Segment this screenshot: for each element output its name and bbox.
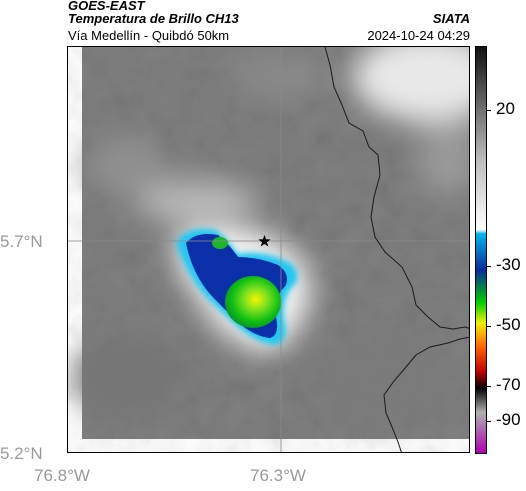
colorbar-tick <box>487 386 491 387</box>
admin-border <box>324 47 469 330</box>
agency-label: SIATA <box>432 11 470 26</box>
colorbar-tick <box>487 326 491 327</box>
colorbar-label: -30 <box>496 255 521 274</box>
colorbar-tick <box>487 110 491 111</box>
colorbar-label: -90 <box>496 410 521 429</box>
colorbar-label: -70 <box>496 375 521 394</box>
lon-tick-label: 76.3°W <box>250 466 306 485</box>
lon-tick-label: 76.8°W <box>34 466 90 485</box>
lat-tick-label: 5.2°N <box>0 444 43 463</box>
satellite-map <box>67 46 470 453</box>
cloud-bright-areas <box>73 47 469 422</box>
storm-coldest-cell <box>225 276 281 328</box>
colorbar-label: -50 <box>496 315 521 334</box>
satellite-title: GOES-EAST <box>68 0 145 13</box>
colorbar-tick <box>487 421 491 422</box>
map-canvas <box>68 47 469 452</box>
storm-small-cell <box>212 237 228 249</box>
region-subtitle: Vía Medellín - Quibdó 50km <box>68 28 230 43</box>
timestamp-label: 2024-10-24 04:29 <box>367 28 470 43</box>
product-title: Temperatura de Brillo CH13 <box>68 11 239 26</box>
colorbar-label: 20 <box>496 99 515 118</box>
lat-tick-label: 5.7°N <box>0 232 43 251</box>
admin-border-south <box>383 336 469 452</box>
colorbar-tick <box>487 266 491 267</box>
location-star-icon <box>258 235 271 247</box>
colorbar <box>475 46 487 454</box>
